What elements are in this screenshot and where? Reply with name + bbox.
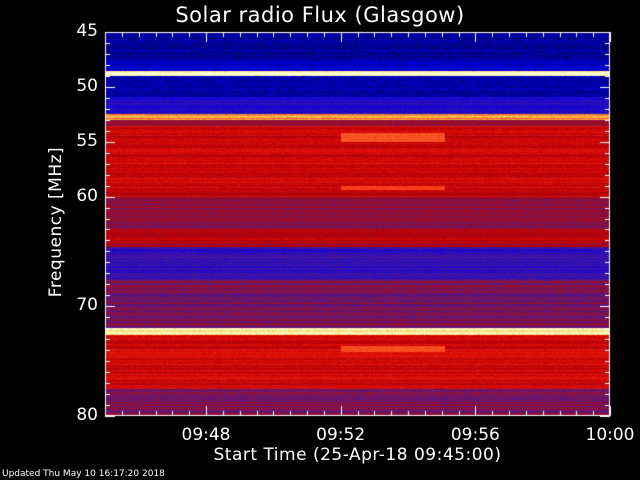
y-axis-label: Frequency [MHz] bbox=[46, 146, 66, 298]
y-tick-label: 50 bbox=[76, 75, 98, 96]
y-tick-label: 45 bbox=[76, 21, 98, 41]
y-tick-label: 55 bbox=[76, 130, 98, 151]
x-tick-label: 09:52 bbox=[316, 425, 366, 445]
x-tick-label: 10:00 bbox=[585, 425, 635, 445]
y-tick-label: 70 bbox=[76, 295, 98, 316]
x-axis-label: Start Time (25-Apr-18 09:45:00) bbox=[213, 445, 502, 465]
x-tick-label: 09:56 bbox=[450, 425, 500, 445]
x-tick-label: 09:48 bbox=[181, 425, 231, 445]
chart-title: Solar radio Flux (Glasgow) bbox=[175, 3, 465, 27]
y-tick-label: 60 bbox=[76, 185, 98, 206]
updated-timestamp: Updated Thu May 10 16:17:20 2018 bbox=[2, 469, 165, 479]
y-tick-label: 80 bbox=[76, 405, 98, 425]
